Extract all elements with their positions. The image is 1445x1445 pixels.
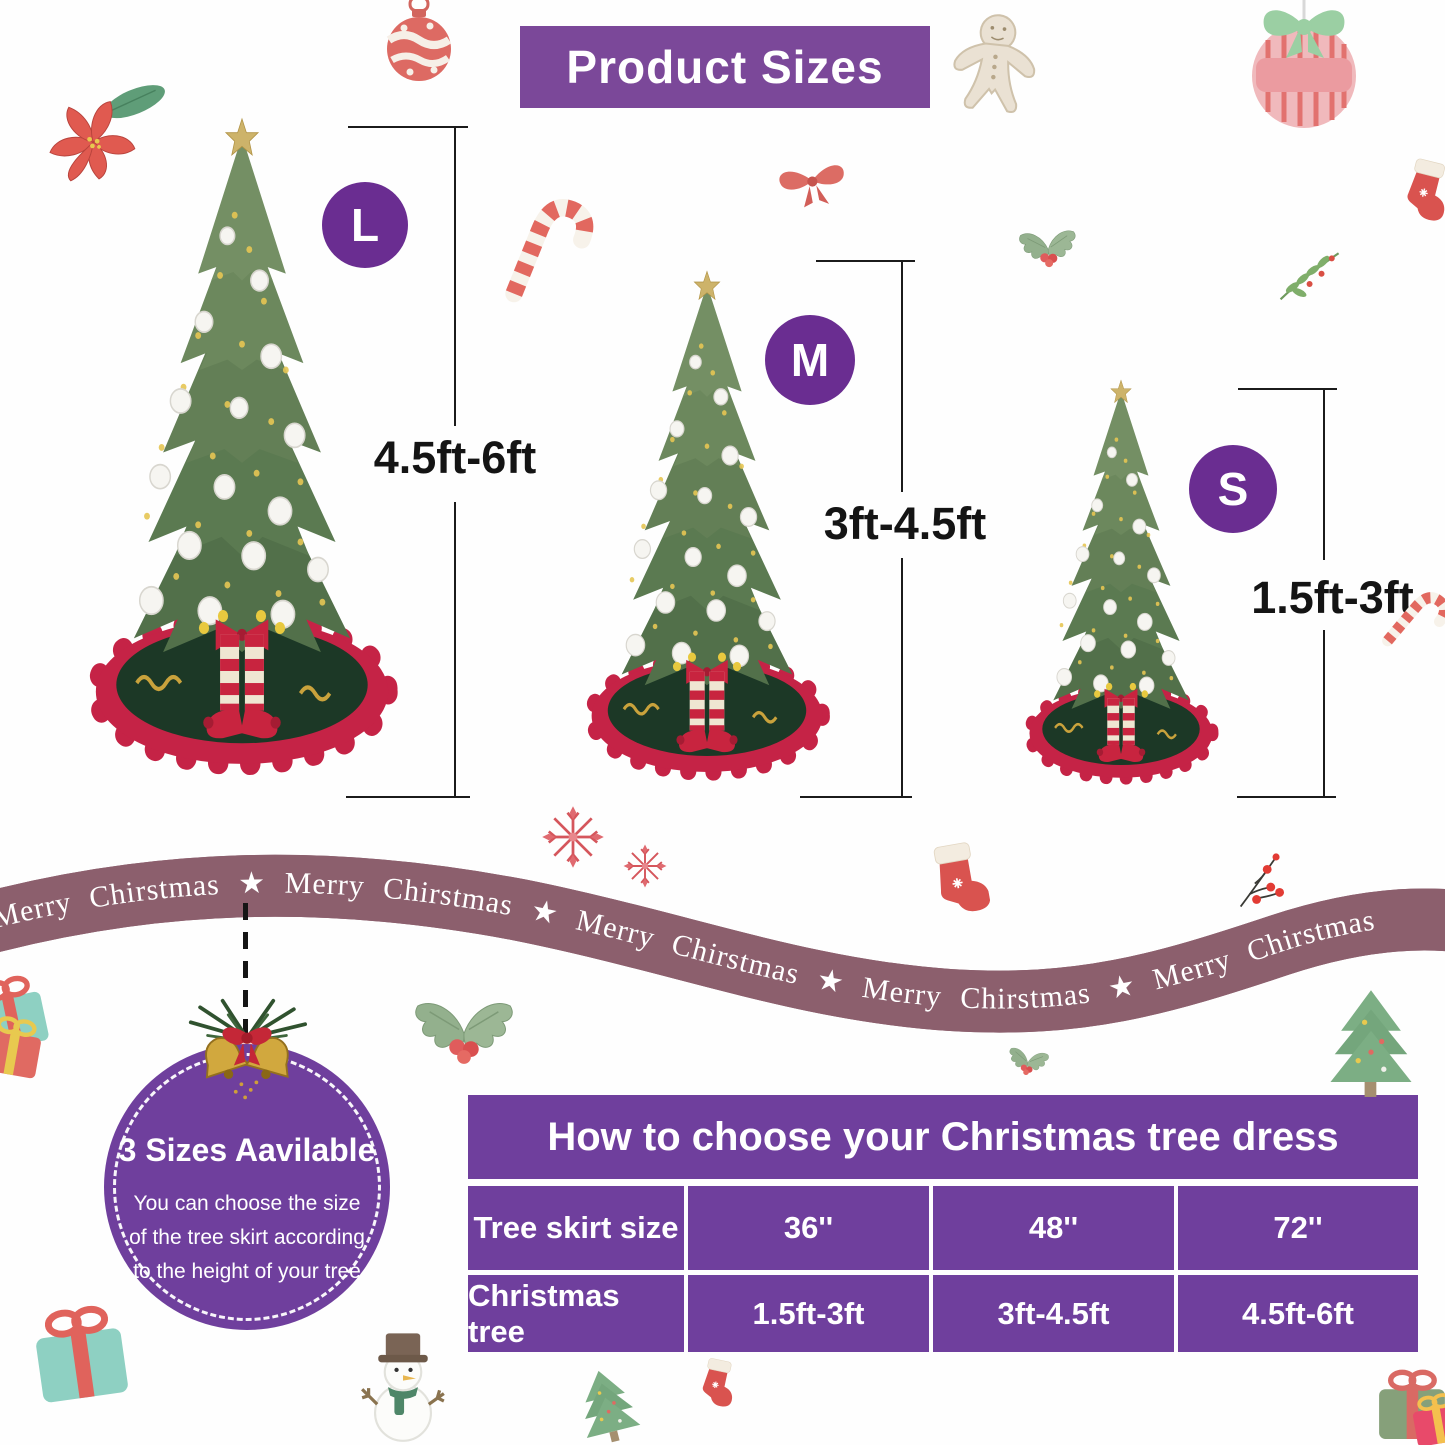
snowflake-small-icon [622,843,668,889]
table-cell-72: 72'' [1178,1186,1418,1270]
stocking-icon [1402,157,1445,224]
red-bow-icon [778,164,848,211]
sizes-available-badge: 3 Sizes Aavilable You can choose the siz… [104,1044,390,1330]
bracket-bottom-tick-s [1237,796,1336,798]
holly-large-icon [415,1002,513,1065]
gingerbread-man-icon [949,10,1041,116]
size-table: How to choose your Christmas tree dress … [468,1095,1418,1352]
table-cell-tree-s: 1.5ft-3ft [688,1275,929,1352]
table-cell-tree-m: 3ft-4.5ft [933,1275,1174,1352]
size-range-small: 1.5ft-3ft [1251,572,1414,623]
dashed-hanger-line [243,903,248,1041]
christmas-tree-small [1002,376,1240,800]
flat-tree-icon [1330,990,1412,1097]
size-table-title: How to choose your Christmas tree dress [468,1095,1418,1179]
striped-ornament-bow-icon [1243,0,1365,146]
table-row-header-skirt: Tree skirt size [468,1186,684,1270]
size-badge-large: L [322,182,408,268]
badge-title: 3 Sizes Aavilable [118,1132,376,1168]
size-range-medium: 3ft-4.5ft [823,498,987,549]
berries-branch-icon [1239,852,1285,908]
badge-dashed-ring [113,1053,381,1321]
size-range-large: 4.5ft-6ft [373,432,537,483]
badge-description: You can choose the size of the tree skir… [129,1192,365,1284]
leaf-sprig-icon [1279,252,1340,301]
stocking-mid-icon [932,839,993,918]
snowflake-icon [540,804,606,870]
bracket-top-tick-s [1238,388,1337,390]
poinsettia-icon [49,77,170,182]
snowman-icon [360,1331,446,1443]
table-row-header-tree: Christmas tree [468,1275,684,1352]
bracket-line-m-lower [901,558,903,796]
ornament-ball-icon [383,0,455,86]
bells-bow-icon [188,998,307,1102]
holly-icon [1018,229,1078,270]
bracket-bottom-tick-l [346,796,470,798]
size-badge-medium: M [765,315,855,405]
bracket-bottom-tick-m [800,796,912,798]
bracket-line-m-upper [901,260,903,492]
bracket-top-tick-m [816,260,915,262]
bracket-line-l-upper [454,126,456,426]
page-title: Product Sizes [520,26,930,108]
size-badge-small: S [1189,445,1277,533]
bracket-line-s-upper [1323,388,1325,560]
bracket-line-l-lower [454,502,456,796]
bracket-line-s-lower [1323,630,1325,796]
table-cell-tree-l: 4.5ft-6ft [1178,1275,1418,1352]
table-cell-48: 48'' [933,1186,1174,1270]
bracket-top-tick-l [348,126,468,128]
holly-tiny-icon [1005,1047,1050,1079]
stocking-tiny-icon [699,1357,741,1409]
teal-gift-icon [21,1289,139,1412]
tilted-tree-icon [571,1364,643,1445]
gift-edge-red-icon [0,1005,52,1085]
table-cell-36: 36'' [688,1186,929,1270]
